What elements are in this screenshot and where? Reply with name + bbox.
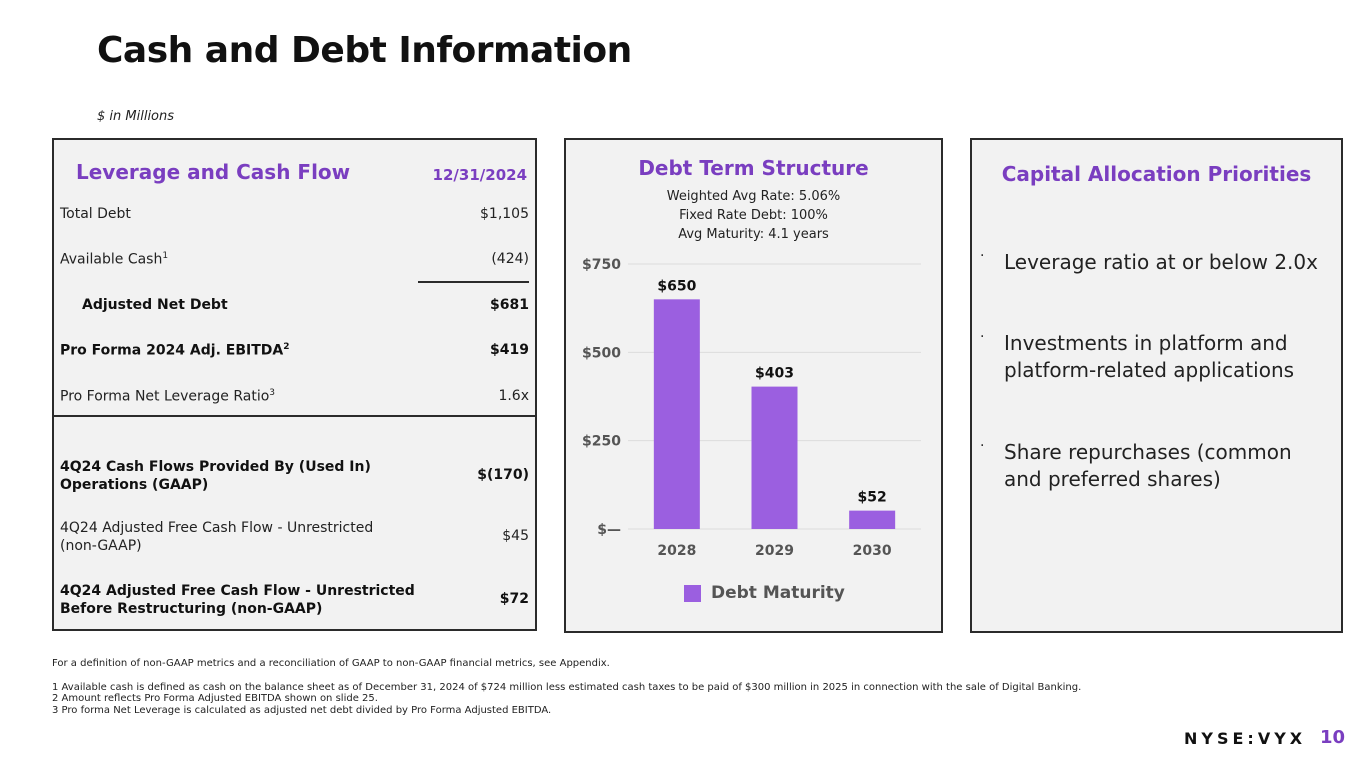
row-label-line2: (non-GAAP) bbox=[60, 538, 142, 554]
legend-swatch bbox=[684, 584, 701, 602]
row-operating-cash-flow: 4Q24 Cash Flows Provided By (Used In) Op… bbox=[60, 458, 529, 494]
data-label: $650 bbox=[657, 278, 696, 294]
leverage-heading: Leverage and Cash Flow bbox=[76, 160, 351, 184]
chart-legend: Debt Maturity bbox=[684, 583, 845, 603]
priority-line2: and preferred shares) bbox=[1004, 467, 1221, 491]
row-label: Adjusted Net Debt bbox=[82, 297, 228, 313]
bar-2029 bbox=[751, 386, 798, 529]
footnote-2: 2 Amount reflects Pro Forma Adjusted EBI… bbox=[52, 693, 378, 704]
page-number: 10 bbox=[1320, 727, 1346, 748]
bullet-icon: · bbox=[980, 438, 985, 454]
row-value: $419 bbox=[490, 342, 529, 358]
priority-line2: platform-related applications bbox=[1004, 358, 1295, 382]
row-adjusted-fcf: 4Q24 Adjusted Free Cash Flow - Unrestric… bbox=[60, 519, 529, 555]
debt-stat-fixed: Fixed Rate Debt: 100% bbox=[679, 208, 828, 223]
row-label: Total Debt bbox=[60, 206, 131, 222]
debt-stat-maturity: Avg Maturity: 4.1 years bbox=[678, 227, 829, 242]
bar-2028 bbox=[653, 299, 700, 529]
row-label-line1: 4Q24 Cash Flows Provided By (Used In) bbox=[60, 459, 371, 475]
priority-line1: Share repurchases (common bbox=[1004, 440, 1292, 464]
x-tick-label: 2029 bbox=[755, 543, 794, 559]
row-label-line1: 4Q24 Adjusted Free Cash Flow - Unrestric… bbox=[60, 520, 374, 536]
row-adjusted-fcf-before-restructuring: 4Q24 Adjusted Free Cash Flow - Unrestric… bbox=[60, 582, 529, 618]
debt-stat-rate: Weighted Avg Rate: 5.06% bbox=[666, 189, 841, 204]
row-label: Available Cash bbox=[60, 251, 163, 268]
row-label: Pro Forma Net Leverage Ratio bbox=[60, 388, 270, 405]
row-value: $1,105 bbox=[480, 206, 529, 222]
row-value: $681 bbox=[490, 297, 529, 313]
footnote-1: 1 Available cash is defined as cash on t… bbox=[52, 681, 1082, 693]
units-note: $ in Millions bbox=[97, 109, 175, 124]
debt-heading: Debt Term Structure bbox=[638, 156, 869, 180]
debt-panel: Debt Term Structure Weighted Avg Rate: 5… bbox=[564, 138, 943, 633]
y-tick-label: $— bbox=[597, 522, 621, 538]
bullet-icon: · bbox=[980, 329, 985, 345]
brand-logo: NYSE:VYX bbox=[1184, 729, 1307, 748]
legend-label: Debt Maturity bbox=[711, 583, 845, 603]
footnote-intro: For a definition of non-GAAP metrics and… bbox=[52, 658, 610, 669]
row-label-line2: Operations (GAAP) bbox=[60, 477, 209, 493]
leverage-panel: Leverage and Cash Flow 12/31/2024 Total … bbox=[52, 138, 537, 631]
row-label-line2: Before Restructuring (non-GAAP) bbox=[60, 601, 323, 617]
priority-line1: Investments in platform and bbox=[1004, 331, 1288, 355]
priorities-panel: Capital Allocation Priorities · Leverage… bbox=[970, 138, 1343, 633]
row-label-line1: 4Q24 Adjusted Free Cash Flow - Unrestric… bbox=[60, 583, 415, 599]
row-value: $45 bbox=[502, 528, 529, 544]
footnote-ref: 3 bbox=[269, 388, 276, 398]
row-label: Pro Forma 2024 Adj. EBITDA bbox=[60, 342, 284, 359]
bar-2030 bbox=[849, 510, 896, 529]
footnotes: For a definition of non-GAAP metrics and… bbox=[52, 658, 1081, 716]
leverage-date: 12/31/2024 bbox=[432, 166, 527, 184]
row-value: $72 bbox=[499, 591, 529, 607]
y-tick-label: $500 bbox=[582, 345, 621, 361]
row-value: (424) bbox=[491, 251, 529, 267]
x-tick-label: 2030 bbox=[853, 543, 892, 559]
footnote-ref: 1 bbox=[162, 251, 169, 261]
y-tick-label: $250 bbox=[582, 434, 621, 450]
row-value: 1.6x bbox=[498, 388, 529, 404]
priorities-heading: Capital Allocation Priorities bbox=[1001, 162, 1312, 186]
footnote-ref: 2 bbox=[283, 342, 290, 352]
y-tick-label: $750 bbox=[582, 257, 621, 273]
x-tick-label: 2028 bbox=[657, 543, 696, 559]
page-title: Cash and Debt Information bbox=[97, 30, 632, 71]
section-rule bbox=[54, 415, 535, 417]
priority-line1: Leverage ratio at or below 2.0x bbox=[1004, 250, 1318, 274]
data-label: $52 bbox=[858, 490, 887, 506]
bullet-icon: · bbox=[980, 248, 985, 264]
row-value: $(170) bbox=[477, 467, 529, 483]
footnote-3: 3 Pro forma Net Leverage is calculated a… bbox=[52, 704, 552, 716]
subtotal-rule bbox=[418, 281, 529, 283]
debt-chart: $— $250 $500 $750 $650 2028 $403 2029 $52 2030 bbox=[582, 257, 921, 559]
data-label: $403 bbox=[755, 366, 794, 382]
